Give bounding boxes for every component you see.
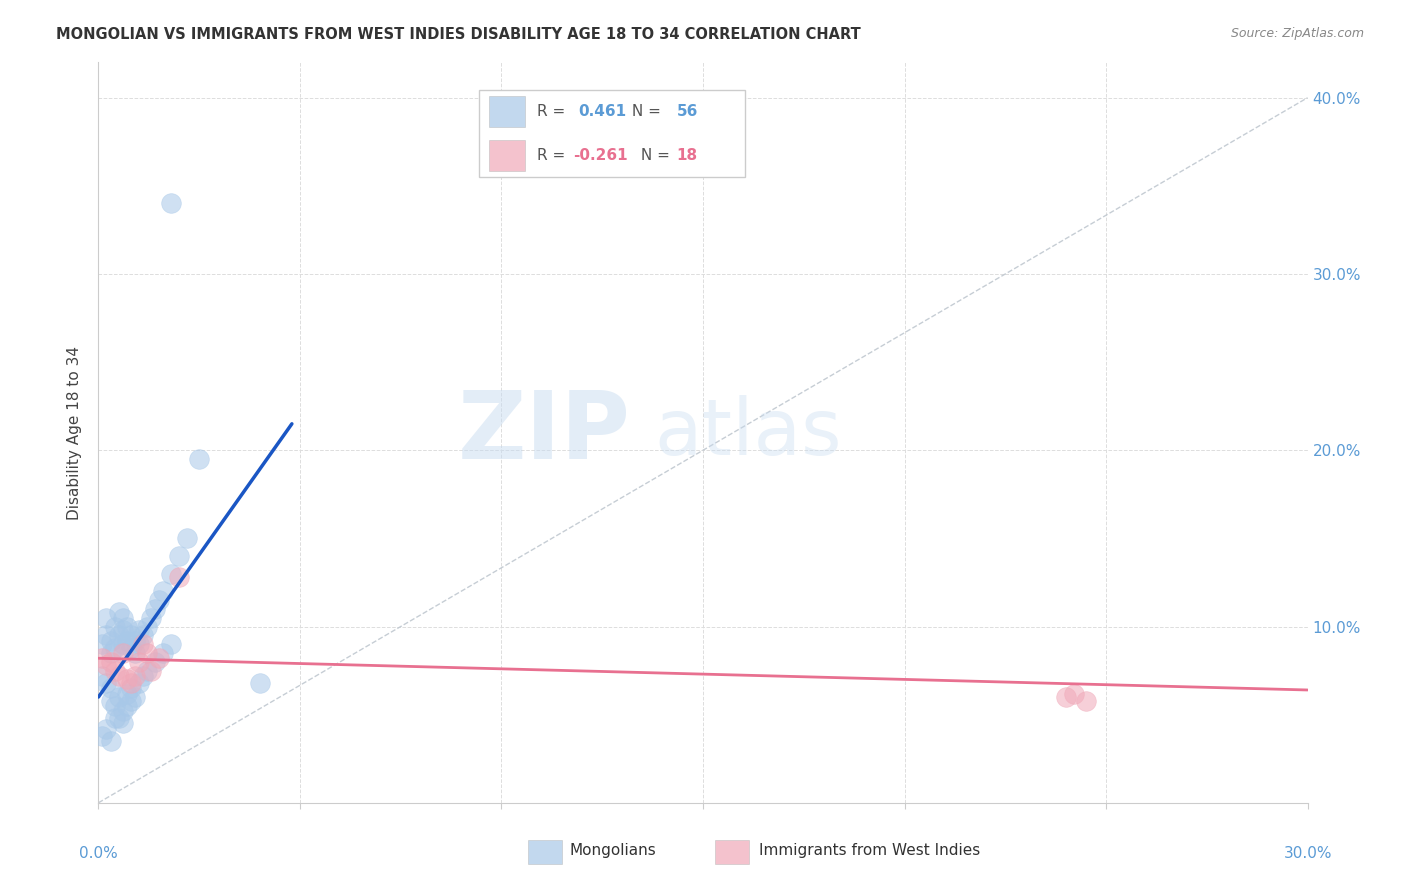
Point: [124, 633, 146, 648]
Point: [111, 646, 134, 660]
Text: Immigrants from West Indies: Immigrants from West Indies: [759, 844, 980, 858]
Point: [176, 532, 198, 546]
Point: [103, 640, 125, 655]
Point: [100, 633, 122, 648]
Point: [91, 637, 114, 651]
Point: [115, 698, 138, 713]
Point: [120, 628, 142, 642]
Point: [124, 646, 146, 660]
Point: [96, 610, 118, 624]
Point: [96, 628, 118, 642]
Text: 56: 56: [676, 104, 697, 120]
Point: [139, 610, 162, 624]
Text: Source: ZipAtlas.com: Source: ZipAtlas.com: [1230, 27, 1364, 40]
Point: [1063, 686, 1085, 700]
Point: [132, 669, 155, 683]
Point: [135, 664, 157, 678]
Point: [120, 681, 142, 696]
Point: [135, 619, 157, 633]
Text: 0.0%: 0.0%: [79, 846, 118, 861]
Point: [100, 655, 122, 669]
Point: [188, 452, 211, 467]
Y-axis label: Disability Age 18 to 34: Disability Age 18 to 34: [67, 345, 83, 520]
Point: [160, 637, 183, 651]
Point: [124, 669, 146, 683]
Text: 0.461: 0.461: [578, 104, 627, 120]
Point: [115, 673, 138, 687]
Point: [167, 549, 190, 563]
Point: [115, 686, 138, 700]
Point: [107, 711, 129, 725]
Point: [148, 651, 170, 665]
Text: N =: N =: [627, 104, 665, 120]
Point: [100, 734, 122, 748]
Point: [107, 628, 129, 642]
Point: [115, 619, 138, 633]
Point: [160, 566, 183, 581]
Point: [107, 606, 129, 620]
Point: [143, 655, 166, 669]
Point: [132, 628, 155, 642]
Text: ZIP: ZIP: [457, 386, 630, 479]
Point: [1074, 693, 1097, 707]
Point: [100, 693, 122, 707]
FancyBboxPatch shape: [479, 90, 745, 178]
Point: [107, 669, 129, 683]
Point: [107, 690, 129, 704]
Text: Mongolians: Mongolians: [569, 844, 657, 858]
Point: [111, 716, 134, 731]
Point: [167, 570, 190, 584]
Point: [139, 664, 162, 678]
Point: [1054, 690, 1077, 704]
Point: [100, 646, 122, 660]
Point: [124, 690, 146, 704]
Point: [128, 637, 150, 651]
Point: [132, 637, 155, 651]
FancyBboxPatch shape: [489, 140, 526, 171]
Point: [96, 658, 118, 673]
Point: [128, 676, 150, 690]
Point: [128, 623, 150, 637]
Text: R =: R =: [537, 148, 571, 163]
Point: [249, 676, 271, 690]
Point: [128, 655, 150, 669]
Point: [111, 623, 134, 637]
Point: [152, 584, 174, 599]
Text: R =: R =: [537, 104, 571, 120]
Point: [115, 633, 138, 648]
FancyBboxPatch shape: [489, 96, 526, 128]
Point: [111, 637, 134, 651]
Point: [152, 646, 174, 660]
Point: [111, 610, 134, 624]
Text: 18: 18: [676, 148, 697, 163]
Point: [91, 669, 114, 683]
Point: [91, 651, 114, 665]
Text: -0.261: -0.261: [574, 148, 628, 163]
Point: [91, 729, 114, 743]
Point: [120, 693, 142, 707]
Point: [100, 681, 122, 696]
Point: [111, 704, 134, 718]
Point: [103, 711, 125, 725]
Text: 30.0%: 30.0%: [1284, 846, 1331, 861]
Point: [120, 640, 142, 655]
Point: [96, 676, 118, 690]
Point: [96, 722, 118, 736]
Point: [103, 664, 125, 678]
Point: [160, 196, 183, 211]
Point: [120, 676, 142, 690]
FancyBboxPatch shape: [716, 840, 749, 863]
Point: [103, 619, 125, 633]
Point: [143, 602, 166, 616]
Point: [135, 646, 157, 660]
Text: MONGOLIAN VS IMMIGRANTS FROM WEST INDIES DISABILITY AGE 18 TO 34 CORRELATION CHA: MONGOLIAN VS IMMIGRANTS FROM WEST INDIES…: [56, 27, 860, 42]
Point: [148, 593, 170, 607]
FancyBboxPatch shape: [527, 840, 561, 863]
Text: atlas: atlas: [655, 394, 842, 471]
Text: N =: N =: [637, 148, 675, 163]
Point: [103, 698, 125, 713]
